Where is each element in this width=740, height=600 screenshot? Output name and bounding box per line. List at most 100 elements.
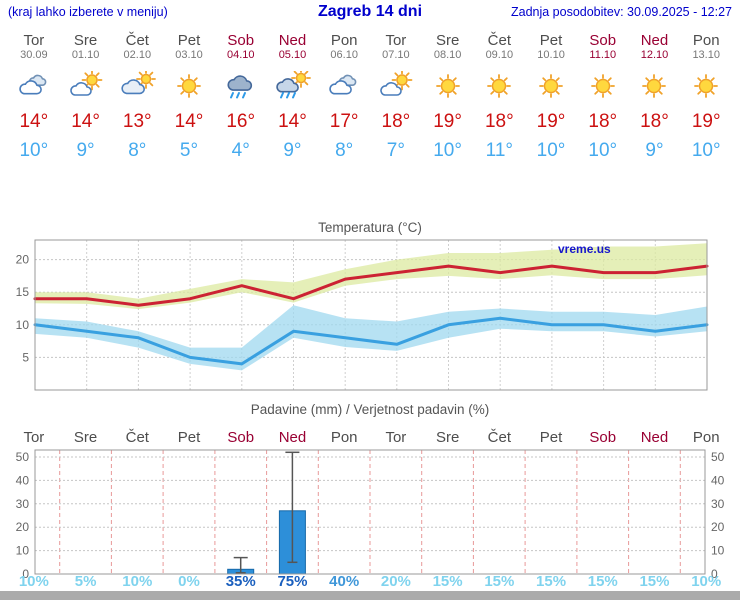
day-tmin: 9° xyxy=(283,140,302,161)
precip-day-label: Ned xyxy=(640,429,669,446)
precip-ytick-right: 10 xyxy=(711,544,725,558)
day-column: Sob 04.10 16° 4° xyxy=(215,32,267,162)
weather-icon-cloudy xyxy=(8,71,60,103)
tmax-line xyxy=(33,264,709,307)
precip-probability: 15% xyxy=(587,573,618,590)
day-tmax: 13° xyxy=(122,111,152,132)
temperature-chart: 5 10 15 20 vreme.us xyxy=(16,239,709,391)
precip-ytick-left: 30 xyxy=(16,497,30,511)
precip-probability: 10% xyxy=(122,573,153,590)
day-tmin: 8° xyxy=(128,140,147,161)
tmin-line xyxy=(33,316,709,366)
precip-day-label: Sob xyxy=(589,429,617,446)
precip-probability: 0% xyxy=(178,573,200,590)
day-date: 06.10 xyxy=(330,49,358,61)
day-tmin: 9° xyxy=(645,140,664,161)
weather-icon-rain-sun xyxy=(267,68,319,103)
precip-day-label: Pet xyxy=(539,429,563,446)
day-date: 09.10 xyxy=(485,49,514,61)
precip-ytick-left: 10 xyxy=(16,544,30,558)
day-tmin: 7° xyxy=(386,140,405,161)
day-column: Sre 08.10 19° 10° xyxy=(422,32,474,162)
weather-icon-cloudy xyxy=(318,71,370,103)
weather-icon-sunny xyxy=(680,71,732,103)
precip-day-label: Čet xyxy=(487,429,511,446)
day-tmin: 11° xyxy=(485,140,513,161)
temp-ytick: 15 xyxy=(16,285,30,299)
precip-probability-row: 10% 5% 10% 0% 35% 75% 40% 20% 15% 15% 15% 15% 15% 10% xyxy=(8,573,732,590)
day-date: 13.10 xyxy=(692,49,720,61)
day-tmax: 14° xyxy=(174,111,204,132)
precip-ytick-right: 40 xyxy=(711,473,725,487)
precip-day-label: Ned xyxy=(278,429,307,446)
day-tmin: 10° xyxy=(536,140,566,161)
precip-ytick-left: 50 xyxy=(16,450,30,464)
precip-day-label: Čet xyxy=(125,429,149,446)
temp-chart-title: Temperatura (°C) xyxy=(318,220,422,235)
location-hint: (kraj lahko izberete v meniju) xyxy=(8,5,168,19)
weather-icon-partly-cloudy xyxy=(60,69,112,103)
day-column: Pet 10.10 19° 10° xyxy=(525,32,577,162)
precip-day-label: Tor xyxy=(385,429,407,446)
day-tmin: 8° xyxy=(335,140,354,161)
precip-probability: 10% xyxy=(18,573,49,590)
day-name: Čet xyxy=(487,32,511,49)
day-name: Sre xyxy=(435,32,460,49)
day-date: 10.10 xyxy=(537,49,565,61)
day-column: Čet 09.10 18° 11° xyxy=(473,32,525,162)
tmin-band xyxy=(35,305,707,371)
weather-icon-sunny xyxy=(577,71,629,103)
weather-icon-sunny xyxy=(525,71,577,103)
day-date: 30.09 xyxy=(20,49,48,61)
day-date: 08.10 xyxy=(433,49,462,61)
day-name: Pet xyxy=(539,32,563,49)
precip-ytick-right: 50 xyxy=(711,450,725,464)
precip-probability: 75% xyxy=(277,573,308,590)
day-date: 05.10 xyxy=(278,49,307,61)
day-date: 02.10 xyxy=(123,49,152,61)
weather-icon-sunny xyxy=(422,71,474,103)
weather-icon-partly-cloudy xyxy=(370,69,422,103)
day-column: Pon 13.10 19° 10° xyxy=(680,32,732,162)
day-tmin: 10° xyxy=(588,140,618,161)
day-column: Pet 03.10 14° 5° xyxy=(163,32,215,162)
day-tmax: 16° xyxy=(226,111,256,132)
day-name: Ned xyxy=(278,32,307,49)
day-column: Pon 06.10 17° 8° xyxy=(318,32,370,162)
last-update: Zadnja posodobitev: 30.09.2025 - 12:27 xyxy=(510,5,732,19)
precip-day-label: Pon xyxy=(692,429,720,446)
weather-icon-sunny xyxy=(473,71,525,103)
horizontal-scrollbar[interactable] xyxy=(0,591,740,600)
day-tmin: 10° xyxy=(691,140,721,161)
watermark-link[interactable]: vreme.us xyxy=(558,242,611,256)
day-tmax: 14° xyxy=(19,111,49,132)
precip-probability: 40% xyxy=(329,573,360,590)
day-tmax: 19° xyxy=(691,111,721,132)
precip-day-label: Pet xyxy=(177,429,201,446)
day-tmin: 5° xyxy=(179,140,199,161)
precip-chart-title: Padavine (mm) / Verjetnost padavin (%) xyxy=(250,402,490,417)
precip-probability: 15% xyxy=(639,573,670,590)
day-tmax: 19° xyxy=(433,111,462,132)
day-tmax: 14° xyxy=(278,111,307,132)
day-tmax: 19° xyxy=(536,111,566,132)
day-column: Čet 02.10 13° 8° xyxy=(111,32,163,162)
day-name: Čet xyxy=(125,32,149,49)
day-date: 04.10 xyxy=(226,49,255,61)
day-column: Sob 11.10 18° 10° xyxy=(577,32,629,162)
day-tmin: 10° xyxy=(19,140,49,161)
precip-day-label: Sre xyxy=(73,429,98,446)
weather-icon-sunny xyxy=(163,71,215,103)
precip-day-label: Pon xyxy=(330,429,358,446)
precip-ytick-right: 30 xyxy=(711,497,725,511)
day-tmin: 4° xyxy=(231,140,250,161)
precip-ytick-left: 0 xyxy=(22,567,29,581)
precip-day-label: Sre xyxy=(435,429,460,446)
day-tmax: 14° xyxy=(71,111,100,132)
day-name: Ned xyxy=(640,32,669,49)
day-name: Tor xyxy=(385,32,407,49)
day-date: 01.10 xyxy=(71,49,100,61)
precip-probability: 15% xyxy=(432,573,463,590)
day-tmax: 18° xyxy=(640,111,669,132)
